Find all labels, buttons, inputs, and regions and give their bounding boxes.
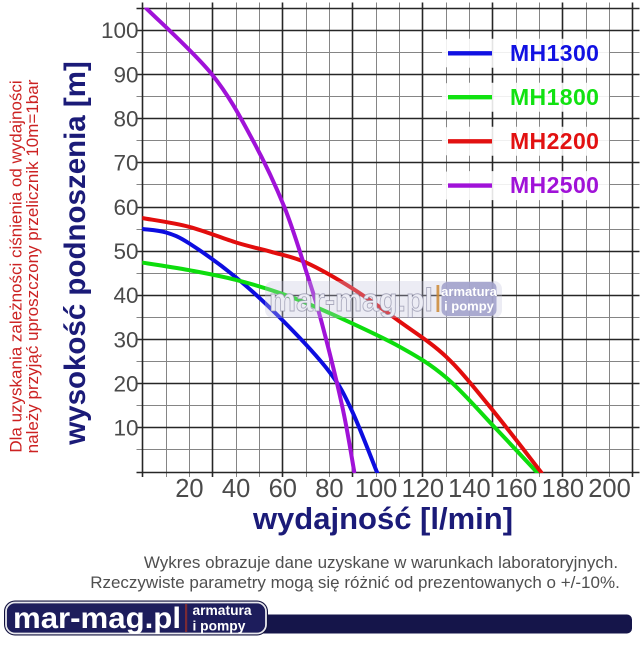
svg-text:MH2200: MH2200 [510, 128, 599, 154]
svg-text:Rzeczywiste parametry mogą się: Rzeczywiste parametry mogą się różnić od… [90, 573, 620, 592]
svg-text:40: 40 [113, 283, 138, 308]
svg-text:Wykres obrazuje dane uzyskane: Wykres obrazuje dane uzyskane w warunkac… [144, 553, 618, 572]
svg-text:20: 20 [113, 372, 138, 397]
svg-text:MH1800: MH1800 [510, 84, 599, 110]
svg-text:60: 60 [269, 475, 297, 503]
svg-text:MH1300: MH1300 [510, 40, 599, 66]
svg-text:100: 100 [355, 475, 398, 503]
svg-text:80: 80 [113, 107, 138, 132]
svg-text:30: 30 [113, 327, 138, 352]
svg-text:120: 120 [402, 475, 445, 503]
svg-text:40: 40 [222, 475, 250, 503]
svg-text:180: 180 [542, 475, 585, 503]
svg-text:należy przyjąć uproszczony prz: należy przyjąć uproszczony przelicznik 1… [23, 79, 42, 453]
svg-text:50: 50 [113, 239, 138, 264]
svg-text:i pompy: i pompy [193, 619, 246, 634]
svg-text:60: 60 [113, 195, 138, 220]
svg-text:160: 160 [495, 475, 538, 503]
svg-text:MH2500: MH2500 [510, 172, 599, 198]
svg-text:20: 20 [175, 475, 203, 503]
svg-text:100: 100 [101, 18, 139, 43]
svg-text:140: 140 [448, 475, 491, 503]
svg-text:armatura: armatura [441, 284, 497, 299]
svg-text:10: 10 [113, 416, 138, 441]
svg-text:90: 90 [113, 62, 138, 87]
svg-text:i pompy: i pompy [444, 299, 495, 314]
svg-text:Dla uzyskania zależności ciśni: Dla uzyskania zależności ciśnienia od wy… [7, 80, 26, 452]
svg-text:200: 200 [588, 475, 631, 503]
svg-text:wydajność [l/min]: wydajność [l/min] [252, 501, 513, 536]
svg-text:wysokość podnoszenia [m]: wysokość podnoszenia [m] [59, 61, 92, 446]
svg-text:70: 70 [113, 151, 138, 176]
svg-text:mar-mag.pl: mar-mag.pl [13, 602, 181, 635]
svg-text:armatura: armatura [193, 603, 252, 618]
svg-text:80: 80 [315, 475, 343, 503]
svg-text:mar-mag.pl: mar-mag.pl [269, 282, 433, 318]
